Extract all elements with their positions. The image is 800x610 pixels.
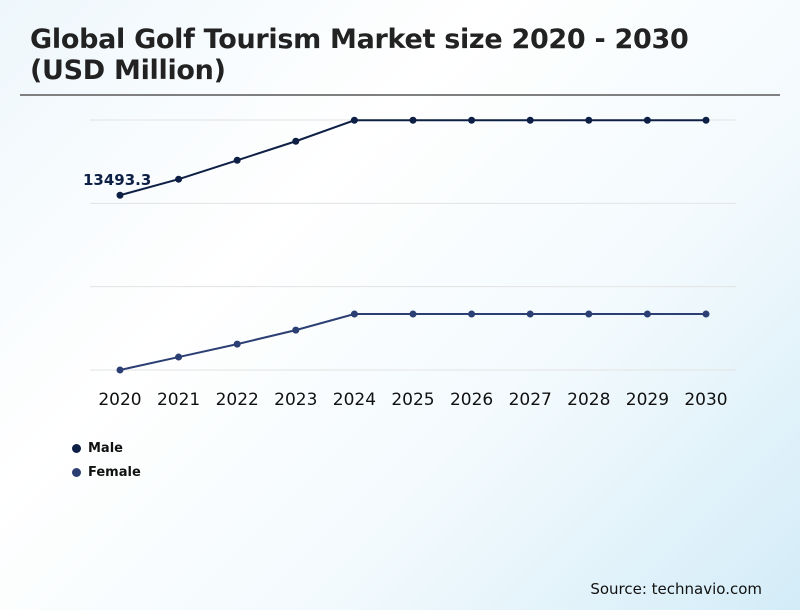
legend-item-female[interactable]: Female: [72, 460, 141, 484]
data-point: [350, 116, 358, 124]
x-tick-label: 2023: [274, 390, 317, 410]
data-point: [292, 137, 300, 145]
x-tick-label: 2026: [450, 390, 493, 410]
x-tick-label: 2021: [157, 390, 200, 410]
data-point: [233, 156, 241, 164]
legend-label: Female: [88, 464, 141, 480]
data-point: [116, 191, 124, 199]
data-point: [409, 116, 417, 124]
data-point: [468, 310, 476, 318]
data-point: [409, 310, 417, 318]
data-point: [526, 116, 534, 124]
data-point: [585, 310, 593, 318]
x-tick-label: 2020: [98, 390, 141, 410]
x-tick-label: 2022: [216, 390, 259, 410]
data-point: [468, 116, 476, 124]
data-point: [116, 366, 124, 374]
data-point: [233, 340, 241, 348]
data-point: [175, 175, 183, 183]
chart-title: Global Golf Tourism Market size 2020 - 2…: [30, 24, 689, 86]
data-point: [292, 326, 300, 334]
x-tick-label: 2029: [626, 390, 669, 410]
legend-marker-icon: [72, 443, 81, 453]
data-point: [350, 310, 358, 318]
line-chart: 2020 2021 2022 2023 2024 2025 2026 2027 2028 2029…: [83, 116, 736, 410]
data-point: [702, 310, 710, 318]
x-tick-label: 2028: [567, 390, 610, 410]
data-point: [643, 116, 651, 124]
legend-item-male[interactable]: Male: [72, 436, 141, 460]
x-tick-label: 2030: [684, 390, 727, 410]
source-note: Source: technavio.com: [590, 580, 762, 598]
x-tick-label: 2025: [391, 390, 434, 410]
data-point: [585, 116, 593, 124]
x-tick-label: 2027: [509, 390, 552, 410]
legend-marker-icon: [72, 467, 81, 477]
legend: Male Female: [72, 436, 141, 484]
series-line-female: [119, 313, 706, 371]
legend-label: Male: [88, 440, 123, 456]
series-line-male: [119, 119, 706, 197]
data-point: [702, 116, 710, 124]
data-point: [526, 310, 534, 318]
data-point: [175, 353, 183, 361]
data-label: 13493.3: [83, 171, 151, 189]
title-divider: [20, 94, 780, 96]
data-point: [643, 310, 651, 318]
x-tick-label: 2024: [333, 390, 376, 410]
